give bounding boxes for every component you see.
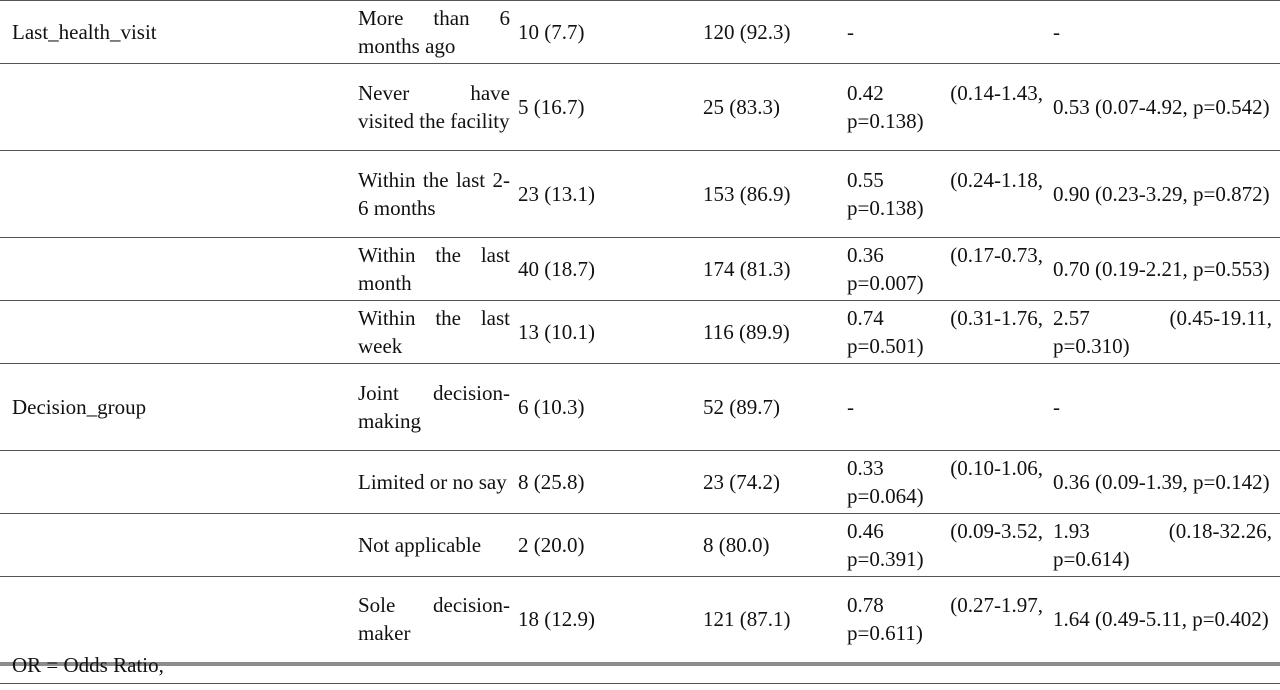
category-cell: Limited or no say <box>358 450 518 514</box>
count-cell: 23 (13.1) <box>518 150 703 238</box>
adjusted-odds-ratio-cell: 0.36 (0.09-1.39, p=0.142) <box>1053 450 1280 514</box>
count-cell: 153 (86.9) <box>703 150 847 238</box>
count-cell: 116 (89.9) <box>703 300 847 364</box>
variable-cell <box>0 150 358 238</box>
count-cell: 2 (20.0) <box>518 513 703 577</box>
odds-ratio-cell: 0.74 (0.31-1.76, p=0.501) <box>847 300 1053 364</box>
variable-cell <box>0 513 358 577</box>
count-cell: 174 (81.3) <box>703 237 847 301</box>
variable-cell: Last_health_visit <box>0 0 358 64</box>
table-row: Sole decision-maker 18 (12.9) 121 (87.1)… <box>0 576 1280 666</box>
table-row: Never have visited the facility 5 (16.7)… <box>0 63 1280 151</box>
odds-ratio-cell: 0.33 (0.10-1.06, p=0.064) <box>847 450 1053 514</box>
adjusted-odds-ratio-cell: 0.53 (0.07-4.92, p=0.542) <box>1053 63 1280 151</box>
category-cell: More than 6 months ago <box>358 0 518 64</box>
category-cell: Within the last month <box>358 237 518 301</box>
odds-ratio-cell: - <box>847 0 1053 64</box>
category-cell: Sole decision-maker <box>358 576 518 666</box>
odds-ratio-cell: 0.55 (0.24-1.18, p=0.138) <box>847 150 1053 238</box>
category-cell: Within the last week <box>358 300 518 364</box>
footnote-text: OR = Odds Ratio, <box>12 653 164 677</box>
count-cell: 120 (92.3) <box>703 0 847 64</box>
odds-ratio-cell: 0.42 (0.14-1.43, p=0.138) <box>847 63 1053 151</box>
adjusted-odds-ratio-cell: 0.90 (0.23-3.29, p=0.872) <box>1053 150 1280 238</box>
count-cell: 40 (18.7) <box>518 237 703 301</box>
variable-cell <box>0 63 358 151</box>
count-cell: 25 (83.3) <box>703 63 847 151</box>
variable-cell <box>0 576 358 666</box>
count-cell: 13 (10.1) <box>518 300 703 364</box>
variable-cell <box>0 237 358 301</box>
table-footnote: OR = Odds Ratio, <box>0 646 1280 684</box>
odds-ratio-cell: - <box>847 363 1053 451</box>
odds-ratio-cell: 0.46 (0.09-3.52, p=0.391) <box>847 513 1053 577</box>
count-cell: 23 (74.2) <box>703 450 847 514</box>
adjusted-odds-ratio-cell: - <box>1053 363 1280 451</box>
count-cell: 121 (87.1) <box>703 576 847 666</box>
adjusted-odds-ratio-cell: 2.57 (0.45-19.11, p=0.310) <box>1053 300 1280 364</box>
category-cell: Within the last 2-6 months <box>358 150 518 238</box>
odds-ratio-cell: 0.78 (0.27-1.97, p=0.611) <box>847 576 1053 666</box>
odds-ratio-table: Last_health_visit More than 6 months ago… <box>0 0 1280 666</box>
category-cell: Joint decision-making <box>358 363 518 451</box>
adjusted-odds-ratio-cell: 0.70 (0.19-2.21, p=0.553) <box>1053 237 1280 301</box>
table-row: Within the last month 40 (18.7) 174 (81.… <box>0 237 1280 301</box>
odds-ratio-cell: 0.36 (0.17-0.73, p=0.007) <box>847 237 1053 301</box>
category-cell: Not applicable <box>358 513 518 577</box>
count-cell: 8 (25.8) <box>518 450 703 514</box>
table-row: Within the last week 13 (10.1) 116 (89.9… <box>0 300 1280 364</box>
table-row: Within the last 2-6 months 23 (13.1) 153… <box>0 150 1280 238</box>
category-cell: Never have visited the facility <box>358 63 518 151</box>
table-row: Last_health_visit More than 6 months ago… <box>0 0 1280 64</box>
variable-cell: Decision_group <box>0 363 358 451</box>
adjusted-odds-ratio-cell: - <box>1053 0 1280 64</box>
variable-cell <box>0 300 358 364</box>
count-cell: 8 (80.0) <box>703 513 847 577</box>
table-row: Decision_group Joint decision-making 6 (… <box>0 363 1280 451</box>
adjusted-odds-ratio-cell: 1.93 (0.18-32.26, p=0.614) <box>1053 513 1280 577</box>
variable-cell <box>0 450 358 514</box>
table-row: Limited or no say 8 (25.8) 23 (74.2) 0.3… <box>0 450 1280 514</box>
adjusted-odds-ratio-cell: 1.64 (0.49-5.11, p=0.402) <box>1053 576 1280 666</box>
count-cell: 10 (7.7) <box>518 0 703 64</box>
count-cell: 5 (16.7) <box>518 63 703 151</box>
count-cell: 52 (89.7) <box>703 363 847 451</box>
count-cell: 18 (12.9) <box>518 576 703 666</box>
table-row: Not applicable 2 (20.0) 8 (80.0) 0.46 (0… <box>0 513 1280 577</box>
count-cell: 6 (10.3) <box>518 363 703 451</box>
